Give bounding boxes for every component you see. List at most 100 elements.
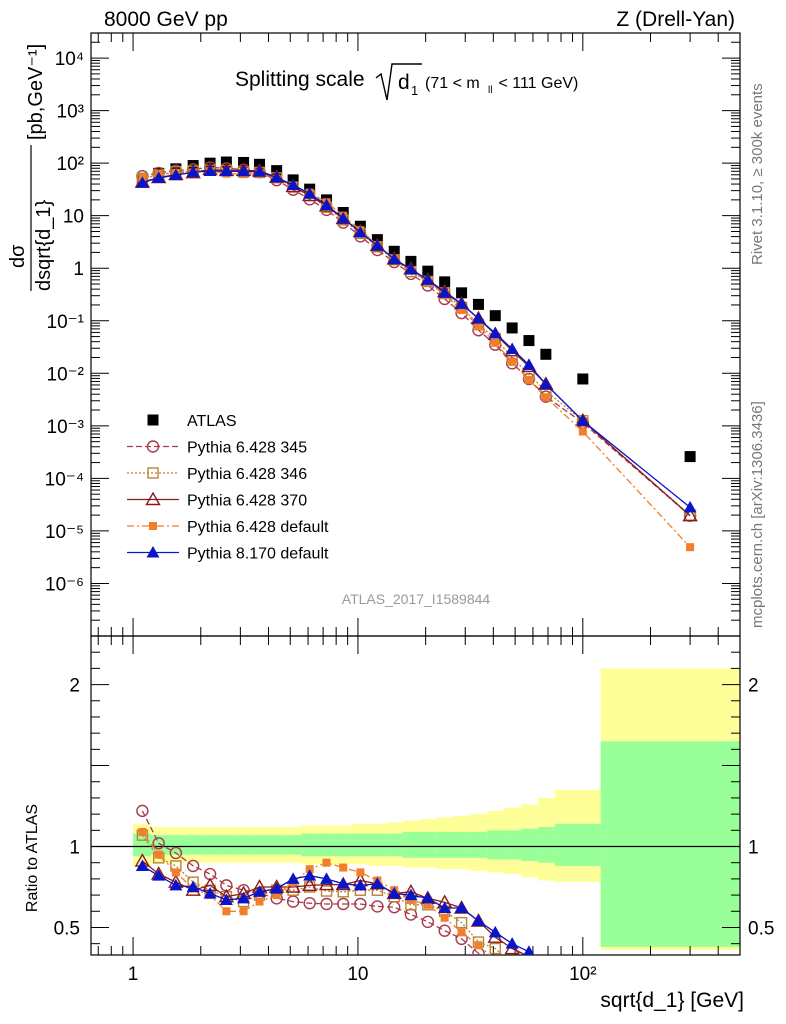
point-p8	[683, 500, 697, 513]
point-p8	[438, 286, 452, 298]
mcplots-note: mcplots.cern.ch [arXiv:1306.3436]	[749, 401, 766, 628]
ratio-point-p8	[523, 945, 535, 955]
ratio-point-p345	[136, 804, 149, 818]
ratio-point-p346	[455, 916, 468, 929]
ylabel-numerator: dσ	[7, 244, 29, 268]
series-p8	[135, 164, 697, 513]
point-atlas	[540, 348, 552, 360]
ratio-point-p8	[455, 901, 469, 914]
ratio-point-p8	[135, 859, 149, 871]
point-p8	[152, 171, 166, 183]
ylabel-units: [pb,GeV⁻¹]	[25, 44, 47, 140]
point-p8	[219, 164, 233, 177]
point-p370	[682, 507, 698, 522]
ratio-point-p8	[320, 872, 334, 884]
ratio-series-p8	[135, 859, 535, 955]
ratio-point-pdefault	[272, 891, 281, 900]
ratio-point-p8	[203, 886, 217, 899]
legend-label-p8: Pythia 8.170 default	[187, 546, 329, 563]
ratio-point-pdefault	[322, 858, 331, 867]
ratio-point-p345	[523, 974, 534, 985]
series-line-p345	[142, 166, 691, 517]
ratio-frame	[90, 635, 741, 956]
point-p8	[237, 164, 251, 177]
point-atlas	[506, 322, 518, 334]
band-inner-bin	[251, 835, 269, 855]
band-inner-bin	[521, 828, 539, 862]
point-p8	[488, 326, 502, 339]
legend-marker-p345	[146, 440, 160, 453]
ratio-point-p8	[488, 925, 502, 938]
ratio-point-pdefault	[525, 975, 533, 983]
ratio-line-p8	[142, 865, 530, 953]
rivet-note: Rivet 3.1.10, ≥ 300k events	[749, 83, 766, 265]
point-p8	[336, 211, 350, 224]
legend-label-p370: Pythia 6.428 370	[187, 493, 307, 510]
band-inner-bin	[470, 831, 488, 858]
ratio-point-p346	[507, 960, 517, 970]
band-inner-bin	[554, 823, 602, 866]
band-inner-bin	[334, 833, 353, 857]
ratio-point-p8	[169, 878, 183, 891]
y-tick-label: 10⁻¹	[47, 312, 85, 333]
band-inner-bin	[268, 835, 285, 855]
band-inner-bin	[218, 835, 236, 855]
ratio-point-pdefault	[491, 956, 499, 964]
point-atlas	[472, 298, 484, 310]
point-p8	[421, 273, 435, 285]
ratio-y-tick-label-right: 0.5	[748, 918, 774, 939]
ratio-point-p345	[371, 900, 384, 913]
header-right: Z (Drell-Yan)	[616, 8, 735, 31]
ratio-point-pdefault	[508, 967, 516, 975]
point-pdefault	[508, 357, 517, 366]
title-sqrt-sub: 1	[411, 83, 418, 98]
ratio-point-p346	[489, 942, 501, 955]
ratio-point-p8	[237, 891, 251, 904]
point-p8	[203, 164, 217, 176]
header-left: 8000 GeV pp	[104, 8, 228, 31]
band-inner-bin	[385, 833, 404, 857]
point-p8	[135, 176, 149, 188]
ratio-point-p345	[286, 895, 300, 908]
ratio-point-pdefault	[423, 900, 432, 909]
ratio-point-p345	[421, 915, 435, 929]
point-atlas	[489, 310, 501, 322]
band-inner-bin	[133, 833, 152, 857]
title-range: (71 < m	[425, 75, 480, 92]
band-inner-bin	[537, 827, 556, 863]
sqrt-sign-icon	[375, 63, 422, 101]
ratio-point-p345	[507, 969, 518, 980]
ratio-point-p8	[186, 880, 200, 892]
band-inner-bin	[301, 833, 319, 857]
ratio-plot-area: 1 10 10² 0.5 0.5 1 1 2 2	[54, 635, 774, 985]
ratio-point-p8	[353, 878, 367, 891]
point-p8	[455, 297, 469, 309]
series-line-p346	[142, 169, 691, 516]
y-tick-label: 10⁻⁴	[45, 469, 84, 490]
band-inner-bin	[600, 741, 740, 947]
band-inner-bin	[487, 830, 505, 860]
band-inner-bin	[369, 833, 387, 857]
ratio-point-pdefault	[239, 907, 248, 916]
ratio-bands	[133, 668, 740, 951]
ratio-y-tick-label: 0.5	[54, 918, 80, 939]
title-main: Splitting scale	[235, 68, 365, 91]
ratio-point-p8	[387, 886, 401, 899]
ratio-point-pdefault	[356, 868, 365, 877]
ratio-point-pdefault	[440, 913, 449, 922]
ratio-point-pdefault	[154, 850, 163, 859]
point-pdefault	[474, 321, 483, 330]
ratio-point-pdefault	[255, 897, 264, 906]
ratio-point-p370	[301, 877, 318, 892]
legend-label-pdefault: Pythia 6.428 default	[187, 519, 329, 536]
point-p8	[505, 342, 519, 355]
ratio-line-p370	[141, 860, 528, 955]
point-p8	[186, 165, 200, 178]
legend-marker-p8	[146, 546, 160, 558]
point-p8	[320, 198, 334, 210]
ratio-point-p8	[404, 888, 418, 901]
point-p8	[370, 239, 384, 251]
main-plot-area: 10⁻⁶ 10⁻⁵ 10⁻⁴ 10⁻³ 10⁻² 10⁻¹ 1 10 10² 10³ 10⁴	[45, 32, 741, 637]
point-p8	[353, 225, 367, 238]
legend-label-p346: Pythia 6.428 346	[187, 466, 307, 483]
